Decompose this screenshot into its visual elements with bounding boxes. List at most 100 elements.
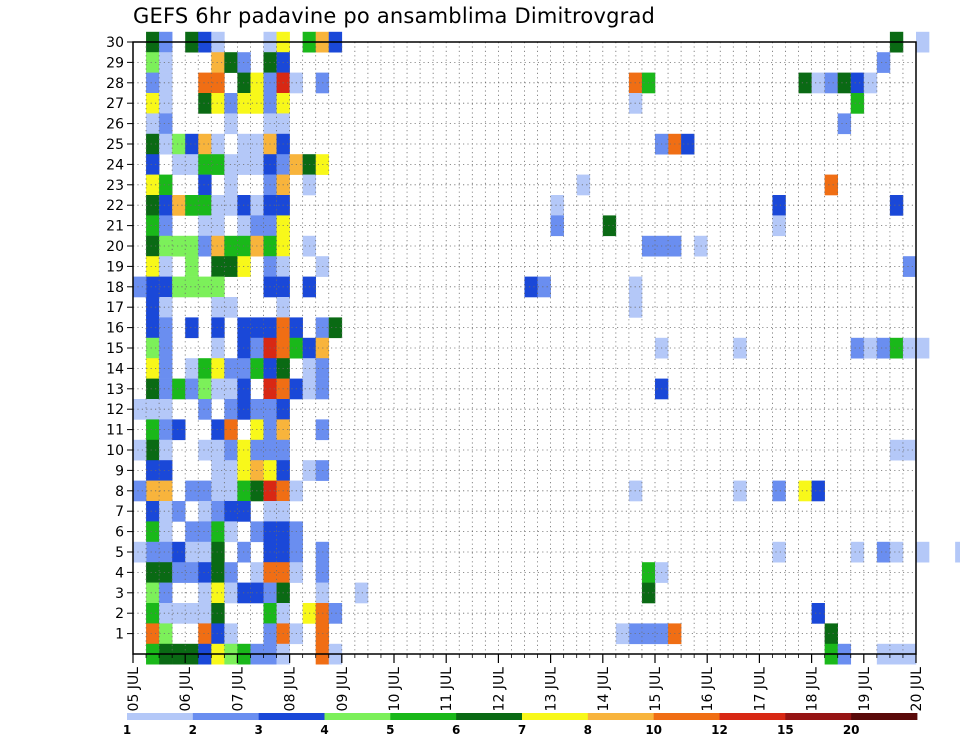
heatmap-cell — [902, 439, 917, 461]
colorbar-swatch — [324, 713, 391, 720]
heatmap-cell — [211, 195, 225, 216]
heatmap-cell — [811, 72, 825, 94]
y-tick-label: 30 — [106, 35, 124, 51]
heatmap-cell — [198, 582, 212, 604]
heatmap-cell — [224, 521, 238, 543]
colorbar-label: 12 — [711, 723, 728, 737]
y-tick-label: 20 — [106, 239, 124, 255]
heatmap-cell — [133, 541, 147, 563]
y-tick-label: 15 — [106, 341, 124, 357]
heatmap-cell — [159, 480, 173, 502]
heatmap-cell — [224, 358, 238, 379]
colorbar-swatch — [719, 713, 786, 720]
heatmap-cell — [146, 562, 160, 583]
heatmap-cell — [211, 378, 225, 400]
x-tick-label: 15 JUL — [648, 667, 664, 712]
heatmap-cell — [837, 113, 852, 135]
y-tick-label: 5 — [115, 545, 124, 561]
heatmap-cell — [798, 480, 812, 502]
heatmap-cell — [146, 317, 160, 339]
heatmap-cell — [224, 113, 238, 135]
heatmap-cell — [146, 541, 160, 563]
heatmap-cell — [824, 72, 838, 94]
heatmap-cell — [224, 174, 238, 196]
colorbar-label: 15 — [777, 723, 794, 737]
y-tick-label: 24 — [106, 157, 124, 173]
colorbar-swatch — [587, 713, 655, 720]
heatmap-cell — [198, 133, 212, 155]
heatmap-cell — [159, 623, 173, 645]
x-tick-label: 10 JUL — [387, 667, 403, 712]
heatmap-cell — [159, 358, 173, 379]
heatmap-cell — [550, 215, 564, 237]
heatmap-cell — [198, 480, 212, 502]
heatmap-cell — [146, 378, 160, 400]
heatmap-cell — [211, 358, 225, 379]
heatmap-cell — [133, 399, 147, 420]
heatmap-cell — [172, 603, 186, 624]
heatmap-cell — [159, 93, 173, 114]
heatmap-cell — [211, 297, 225, 318]
heatmap-cell — [146, 133, 160, 155]
colorbar-swatch — [653, 713, 720, 720]
heatmap-cell — [146, 174, 160, 196]
heatmap-cell — [146, 603, 160, 624]
heatmap-cell — [146, 623, 160, 645]
heatmap-cell — [133, 276, 147, 298]
heatmap-cell — [211, 93, 225, 114]
heatmap-cell — [159, 337, 173, 359]
heatmap-cell — [224, 235, 238, 257]
x-tick-label: 08 JUL — [283, 667, 299, 712]
heatmap-cell — [955, 541, 960, 563]
heatmap-cell — [863, 337, 878, 359]
y-tick-label: 4 — [115, 565, 124, 581]
heatmap-cell — [576, 174, 591, 196]
heatmap-cell — [811, 603, 825, 624]
heatmap-cell — [198, 399, 212, 420]
heatmap-cell — [198, 215, 212, 237]
heatmap-cell — [224, 419, 238, 441]
heatmap-cell — [224, 399, 238, 420]
heatmap-cell — [889, 195, 904, 216]
heatmap-cell — [224, 378, 238, 400]
colorbar: 1 2 3 4 5 6 7 8 10 12 15 20 — [123, 713, 918, 737]
heatmap-cell — [159, 521, 173, 543]
heatmap-cell — [185, 276, 199, 298]
heatmap-cell — [211, 337, 225, 359]
heatmap-cell — [159, 501, 173, 522]
heatmap-cell — [185, 317, 199, 339]
heatmap-cell — [224, 480, 238, 502]
heatmap-cell — [159, 419, 173, 441]
heatmap-cell — [198, 521, 212, 543]
y-tick-label: 23 — [106, 178, 124, 194]
y-tick-label: 7 — [115, 504, 124, 520]
heatmap-cell — [172, 235, 186, 257]
heatmap-cell — [876, 337, 891, 359]
heatmap-cell — [733, 337, 747, 359]
heatmap-cell — [146, 582, 160, 604]
colorbar-label: 10 — [645, 723, 662, 737]
heatmap-cell — [172, 419, 186, 441]
y-tick-label: 29 — [106, 55, 124, 71]
heatmap-cell — [224, 297, 238, 318]
heatmap-cell — [198, 439, 212, 461]
heatmap-cell — [198, 562, 212, 583]
heatmap-cell — [224, 582, 238, 604]
heatmap-cell — [916, 31, 930, 53]
x-tick-label: 17 JUL — [752, 667, 768, 712]
heatmap-cell — [146, 72, 160, 94]
x-tick-label: 14 JUL — [596, 667, 612, 712]
heatmap-cell — [211, 501, 225, 522]
heatmap-cell — [224, 562, 238, 583]
y-tick-label: 11 — [106, 423, 124, 439]
heatmap-cell — [146, 399, 160, 420]
heatmap-cell — [211, 215, 225, 237]
heatmap-cell — [211, 439, 225, 461]
heatmap-cell — [889, 337, 904, 359]
heatmap-cell — [916, 541, 930, 563]
heatmap-cell — [146, 439, 160, 461]
heatmap-cell — [889, 541, 904, 563]
heatmap-cell — [198, 276, 212, 298]
heatmap-cell — [198, 541, 212, 563]
heatmap-cell — [159, 562, 173, 583]
